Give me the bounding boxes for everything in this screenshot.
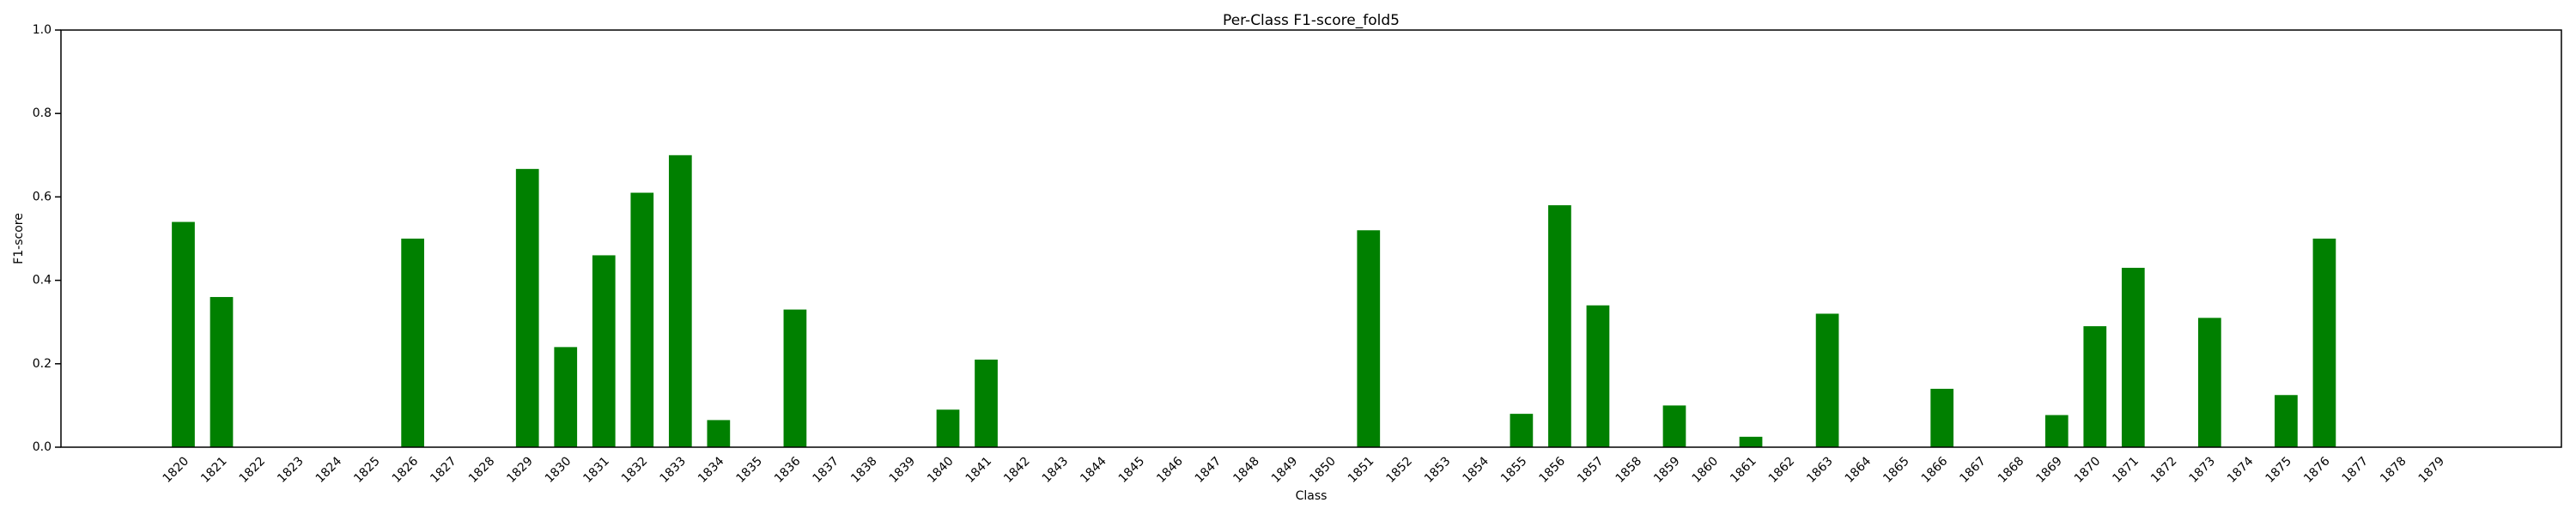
x-tick-label: 1845 [1116,454,1148,486]
x-tick-label: 1868 [1996,454,2027,486]
bar [592,255,616,447]
bar [1510,414,1534,447]
bar [1586,305,1610,447]
x-tick-label: 1820 [161,454,192,486]
x-tick-label: 1874 [2225,454,2257,486]
y-tick-label: 0.0 [33,440,52,454]
x-tick-label: 1848 [1230,454,1262,486]
bar [1662,405,1686,447]
x-tick-label: 1864 [1843,454,1874,486]
y-tick-label: 0.6 [33,190,52,203]
x-tick-label: 1854 [1461,454,1492,486]
bar [668,154,692,448]
x-tick-label: 1852 [1383,454,1415,486]
x-tick-label: 1843 [1040,454,1072,486]
x-tick-label: 1847 [1193,454,1224,486]
plot-frame [60,29,2562,448]
bar [1930,388,1954,447]
x-tick-label: 1853 [1422,454,1454,486]
x-tick-label: 1839 [887,454,919,486]
x-tick-label: 1857 [1575,454,1607,486]
x-tick-label: 1873 [2187,454,2219,486]
x-tick-label: 1827 [428,454,459,486]
x-tick-label: 1828 [466,454,498,486]
x-tick-label: 1824 [313,454,345,486]
x-tick-label: 1850 [1307,454,1339,486]
y-tick-label: 0.8 [33,106,52,120]
bar [515,168,539,447]
x-tick-label: 1858 [1613,454,1645,486]
y-tick-label: 0.2 [33,357,52,371]
bar [401,239,424,447]
x-tick-label: 1829 [504,454,536,486]
x-tick-label: 1870 [2072,454,2104,486]
bar [2312,239,2336,447]
x-tick-label: 1871 [2110,454,2142,486]
x-tick-label: 1859 [1651,454,1683,486]
x-tick-label: 1878 [2378,454,2409,486]
x-tick-label: 1869 [2033,454,2065,486]
x-tick-label: 1844 [1078,454,1109,486]
x-tick-label: 1866 [1919,454,1951,486]
x-tick-label: 1856 [1537,454,1569,486]
x-tick-label: 1872 [2148,454,2180,486]
x-axis-label: Class [1296,489,1327,503]
x-tick-label: 1851 [1346,454,1377,486]
x-tick-label: 1837 [811,454,842,486]
y-tick-label: 1.0 [33,23,52,37]
bar [783,309,807,447]
y-axis-label: F1-score [12,213,26,264]
bar [707,420,731,447]
bar [2198,318,2221,447]
chart-title: Per-Class F1-score_fold5 [1223,12,1400,29]
x-tick-label: 1855 [1498,454,1530,486]
x-tick-label: 1834 [696,454,727,486]
x-tick-label: 1825 [351,454,383,486]
bar [2275,395,2298,447]
x-tick-label: 1833 [657,454,689,486]
bar [1815,313,1839,447]
x-tick-label: 1860 [1690,454,1722,486]
bar [630,192,654,448]
x-tick-label: 1830 [543,454,574,486]
bar [1739,436,1763,447]
x-tick-label: 1838 [848,454,880,486]
bar [1548,205,1571,447]
bar [2083,326,2107,447]
x-tick-label: 1835 [734,454,766,486]
x-tick-label: 1822 [237,454,269,486]
bar [975,359,998,447]
x-tick-label: 1823 [275,454,307,486]
bar [936,409,960,447]
x-tick-label: 1846 [1154,454,1186,486]
x-tick-label: 1836 [772,454,804,486]
bar [2121,268,2145,447]
x-tick-label: 1877 [2340,454,2372,486]
bar [172,221,195,447]
x-tick-label: 1863 [1804,454,1836,486]
x-tick-label: 1842 [1001,454,1033,486]
bar [1357,230,1381,447]
x-tick-label: 1865 [1880,454,1912,486]
x-tick-label: 1875 [2263,454,2295,486]
bar [2044,415,2069,447]
bar [210,297,234,447]
x-tick-label: 1832 [619,454,651,486]
x-tick-label: 1861 [1728,454,1759,486]
x-tick-label: 1821 [198,454,230,486]
y-tick-label: 0.4 [33,274,52,288]
x-tick-label: 1840 [925,454,957,486]
x-tick-label: 1849 [1269,454,1301,486]
x-tick-label: 1826 [390,454,422,486]
x-tick-label: 1862 [1766,454,1798,486]
x-tick-label: 1876 [2301,454,2333,486]
x-tick-label: 1879 [2416,454,2448,486]
x-tick-label: 1841 [963,454,995,486]
bar [554,347,578,447]
x-tick-label: 1867 [1957,454,1989,486]
x-tick-label: 1831 [580,454,612,486]
